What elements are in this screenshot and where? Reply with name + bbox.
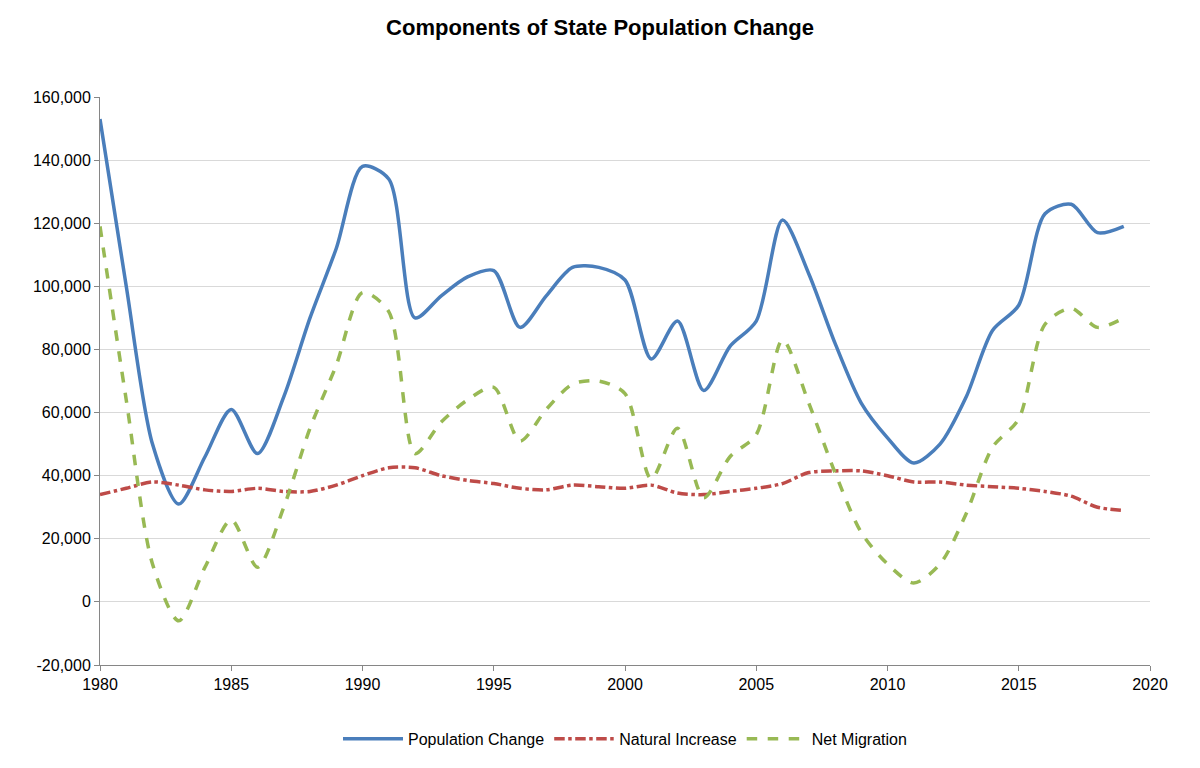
svg-text:0: 0 [82, 593, 91, 610]
svg-text:100,000: 100,000 [33, 278, 91, 295]
svg-text:-20,000: -20,000 [37, 657, 91, 674]
svg-text:20,000: 20,000 [42, 530, 91, 547]
svg-text:Components of State Population: Components of State Population Change [386, 15, 814, 40]
svg-text:2020: 2020 [1132, 676, 1168, 693]
svg-text:2015: 2015 [1001, 676, 1037, 693]
svg-text:1985: 1985 [213, 676, 249, 693]
svg-text:140,000: 140,000 [33, 152, 91, 169]
svg-text:Net Migration: Net Migration [812, 731, 907, 748]
svg-text:2005: 2005 [738, 676, 774, 693]
svg-text:Population Change: Population Change [408, 731, 544, 748]
svg-text:160,000: 160,000 [33, 89, 91, 106]
svg-text:1990: 1990 [345, 676, 381, 693]
svg-text:80,000: 80,000 [42, 341, 91, 358]
svg-text:Natural Increase: Natural Increase [619, 731, 736, 748]
svg-text:1980: 1980 [82, 676, 118, 693]
svg-text:60,000: 60,000 [42, 404, 91, 421]
svg-text:40,000: 40,000 [42, 467, 91, 484]
svg-text:120,000: 120,000 [33, 215, 91, 232]
svg-text:1995: 1995 [476, 676, 512, 693]
svg-text:2010: 2010 [870, 676, 906, 693]
svg-text:2000: 2000 [607, 676, 643, 693]
